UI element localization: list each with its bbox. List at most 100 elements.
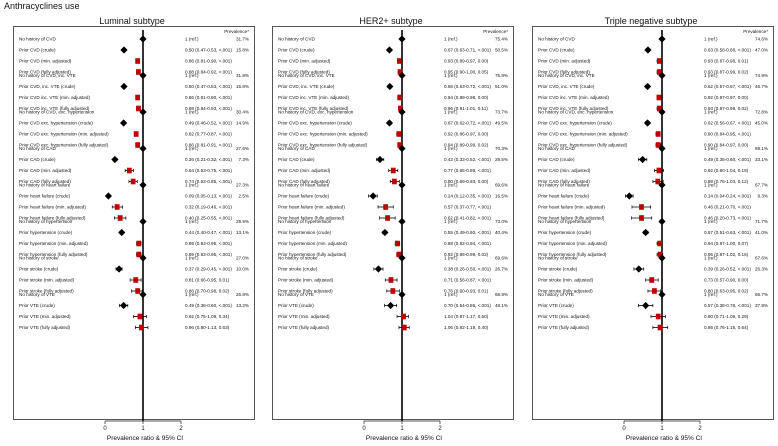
row-label-triple-negative: Prior heart failure (crude)	[538, 194, 590, 199]
adjusted-marker-her2	[383, 204, 389, 210]
crude-marker-luminal	[120, 301, 128, 310]
row-estimate-her2: 1 (ref.)	[444, 146, 458, 151]
adjusted-marker-triple-negative	[657, 251, 663, 258]
row-label-luminal: Prior hypertension (fully adjusted)	[19, 252, 88, 257]
ref-marker-luminal	[139, 144, 147, 153]
ref-marker-her2	[398, 217, 406, 226]
row-prevalence-her2: 51.0%	[495, 84, 508, 89]
row-label-triple-negative: Prior CVD exc. hypertension (min. adjust…	[538, 132, 628, 137]
row-estimate-her2: 1.06 (0.92-1.19, 0.40)	[444, 325, 489, 330]
row-label-triple-negative: Prior CVD, inc. VTE (crude)	[538, 84, 595, 89]
row-estimate-luminal: 0.92 (0.75-1.09, 0.34)	[185, 314, 230, 319]
row-label-triple-negative: Prior VTE (crude)	[538, 303, 574, 308]
row-prevalence-luminal: 30.4%	[236, 110, 249, 115]
row-label-her2: Prior CVD (crude)	[278, 48, 315, 53]
row-prevalence-triple-negative: 72.8%	[755, 110, 768, 115]
row-estimate-her2: 1 (ref.)	[444, 37, 458, 42]
row-label-triple-negative: Prior CVD (min. adjusted)	[538, 59, 591, 64]
row-prevalence-triple-negative: 37.9%	[755, 303, 768, 308]
row-label-her2: No history of stroke	[278, 256, 318, 261]
figure-title: Anthracyclines use	[4, 1, 80, 11]
row-label-luminal: Prior VTE (min. adjusted)	[19, 314, 71, 319]
row-estimate-her2: 1 (ref.)	[444, 73, 458, 78]
row-prevalence-her2: 40.4%	[495, 230, 508, 235]
row-estimate-luminal: 0.40 (0.25-0.55, <.001)	[185, 216, 232, 221]
row-label-her2: Prior CVD exc. hypertension (min. adjust…	[278, 132, 368, 137]
ref-marker-her2	[398, 181, 406, 189]
row-estimate-her2: 0.57 (0.37-0.77, <.001)	[444, 205, 491, 210]
row-estimate-her2: 0.24 (0.12-0.35, <.001)	[444, 194, 491, 199]
crude-marker-luminal	[111, 155, 119, 164]
row-prevalence-luminal: 31.8%	[236, 73, 249, 78]
adjusted-marker-her2	[385, 215, 390, 221]
row-estimate-triple-negative: 0.49 (0.38-0.60, <.001)	[704, 157, 751, 162]
ref-marker-triple-negative	[658, 144, 666, 153]
row-estimate-her2: 0.92 (0.86-0.99, 0.02)	[444, 252, 489, 257]
row-estimate-luminal: 0.74 (0.63-0.85, <.001)	[185, 179, 232, 184]
adjusted-marker-triple-negative	[652, 288, 657, 294]
row-label-triple-negative: No history of heart failure	[538, 183, 590, 188]
row-label-luminal: Prior heart failure (crude)	[19, 194, 71, 199]
adjusted-marker-her2	[397, 142, 403, 148]
row-estimate-triple-negative: 0.90 (0.84-0.97, 0.00)	[704, 143, 749, 148]
row-prevalence-luminal: 14.9%	[236, 121, 249, 126]
row-estimate-luminal: 0.09 (0.05-0.13, <.001)	[185, 194, 232, 199]
row-estimate-triple-negative: 0.95 (0.76-1.15, 0.64)	[704, 325, 749, 330]
row-prevalence-triple-negative: 66.7%	[755, 292, 768, 297]
adjusted-marker-luminal	[136, 240, 142, 247]
row-estimate-triple-negative: 0.95 (0.87-1.02, 0.16)	[704, 252, 749, 257]
adjusted-marker-triple-negative	[656, 105, 662, 112]
crude-marker-triple-negative	[625, 192, 633, 200]
row-prevalence-luminal: 10.0%	[236, 267, 249, 272]
row-estimate-her2: 0.71 (0.56-0.87, <.001)	[444, 278, 491, 283]
adjusted-marker-luminal	[136, 251, 142, 258]
row-prevalence-her2: 69.6%	[495, 183, 508, 188]
x-tick-label-triple-negative: 1	[660, 426, 664, 432]
adjusted-marker-her2	[396, 251, 402, 258]
x-tick-label-her2: 0	[362, 426, 366, 432]
row-label-triple-negative: Prior heart failure (min. adjusted)	[538, 205, 605, 210]
x-tick-label-her2: 2	[438, 426, 442, 432]
ref-marker-her2	[398, 254, 406, 262]
row-label-her2: No history of CVD, exc. hypertension	[278, 110, 354, 115]
row-estimate-her2: 0.88 (0.82-0.94, <.001)	[444, 241, 491, 246]
row-label-triple-negative: Prior hypertension (fully adjusted)	[538, 252, 607, 257]
adjusted-marker-her2	[388, 277, 394, 283]
row-label-luminal: Prior CVD inc. VTE (fully adjusted)	[19, 106, 90, 111]
row-estimate-luminal: 0.86 (0.70-0.98, 0.02)	[185, 289, 230, 294]
row-estimate-her2: 1.04 (0.87-1.17, 0.50)	[444, 314, 489, 319]
row-estimate-triple-negative: 0.46 (0.21-0.70, <.001)	[704, 205, 751, 210]
row-estimate-triple-negative: 1 (ref.)	[704, 292, 718, 297]
row-estimate-luminal: 0.50 (0.47-0.53, <.001)	[185, 84, 232, 89]
row-label-luminal: No history of hypertension	[19, 219, 73, 224]
adjusted-marker-luminal	[133, 131, 139, 137]
x-axis-label-luminal: Prevalence ratio & 95% CI	[106, 435, 184, 442]
row-label-triple-negative: Prior CVD inc. VTE (fully adjusted)	[538, 106, 609, 111]
row-label-luminal: No history of CVD, exc. hypertension	[19, 110, 95, 115]
ref-marker-triple-negative	[658, 290, 666, 299]
row-label-luminal: No history of CVD, inc. VTE	[19, 73, 76, 78]
adjusted-marker-her2	[390, 288, 396, 294]
row-prevalence-luminal: 31.7%	[236, 37, 249, 42]
ref-marker-her2	[398, 108, 406, 116]
adjusted-marker-her2	[390, 167, 396, 174]
adjusted-marker-triple-negative	[655, 142, 661, 148]
row-prevalence-her2: 70.3%	[495, 146, 508, 151]
ref-marker-luminal	[139, 217, 147, 226]
row-prevalence-her2: 73.7%	[495, 110, 508, 115]
row-prevalence-triple-negative: 9.3%	[758, 194, 768, 199]
row-prevalence-triple-negative: 33.1%	[755, 157, 768, 162]
row-prevalence-luminal: 26.8%	[236, 292, 249, 297]
row-estimate-luminal: 0.89 (0.83-0.95, <.001)	[185, 252, 232, 257]
row-estimate-her2: 0.67 (0.62-0.72, <.001)	[444, 121, 491, 126]
row-estimate-luminal: 0.49 (0.46-0.52, <.001)	[185, 121, 232, 126]
crude-marker-luminal	[118, 228, 126, 237]
row-estimate-triple-negative: 0.93 (0.87-0.99, 0.02)	[704, 106, 749, 111]
row-label-triple-negative: Prior hypertension (crude)	[538, 230, 592, 235]
row-estimate-triple-negative: 0.63 (0.58-0.68, <.001)	[704, 48, 751, 53]
crude-marker-her2	[381, 228, 389, 237]
row-estimate-her2: 0.70 (0.54-0.86, <.001)	[444, 303, 491, 308]
row-label-her2: Prior CVD exc. hypertension (crude)	[278, 121, 352, 126]
row-estimate-her2: 1 (ref.)	[444, 110, 458, 115]
adjusted-marker-triple-negative	[649, 277, 655, 283]
